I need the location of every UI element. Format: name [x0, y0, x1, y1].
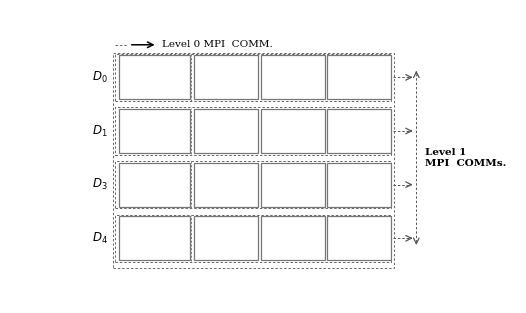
Bar	[195, 109, 258, 153]
Bar	[327, 163, 391, 207]
Bar	[119, 109, 190, 153]
Bar	[327, 55, 391, 100]
Bar	[195, 163, 258, 207]
Bar	[261, 216, 325, 260]
Bar	[261, 55, 325, 100]
Bar	[119, 163, 190, 207]
Bar	[119, 55, 190, 100]
Text: $P_{{2,3}}$: $P_{{2,3}}$	[350, 177, 369, 192]
Bar	[119, 216, 190, 260]
Text: $P_{{2,0}}$: $P_{{2,0}}$	[145, 177, 165, 192]
Text: $P_{{1,1}}$: $P_{{1,1}}$	[217, 123, 236, 139]
Text: $P_{{1,2}}$: $P_{{1,2}}$	[284, 123, 302, 139]
Text: $P_{{0,1}}$: $P_{{0,1}}$	[217, 70, 236, 85]
Text: $P_{{0,0}}$: $P_{{0,0}}$	[145, 70, 165, 85]
Text: $P_{{3,1}}$: $P_{{3,1}}$	[217, 231, 236, 246]
Bar	[261, 109, 325, 153]
Text: $P_{{2,2}}$: $P_{{2,2}}$	[284, 177, 302, 192]
Bar	[195, 216, 258, 260]
Bar	[115, 215, 391, 262]
Text: $\mathit{D}_4$: $\mathit{D}_4$	[92, 231, 108, 246]
Text: $P_{{1,0}}$: $P_{{1,0}}$	[145, 123, 165, 139]
Bar	[115, 107, 391, 155]
Bar	[113, 53, 394, 268]
Text: Level 1
MPI  COMMs.: Level 1 MPI COMMs.	[426, 148, 507, 167]
Text: $P_{{1,3}}$: $P_{{1,3}}$	[350, 123, 369, 139]
Bar	[261, 163, 325, 207]
Bar	[195, 55, 258, 100]
Text: $P_{{3,2}}$: $P_{{3,2}}$	[284, 231, 302, 246]
Text: $P_{{0,3}}$: $P_{{0,3}}$	[350, 70, 369, 85]
Text: $P_{{0,2}}$: $P_{{0,2}}$	[284, 70, 302, 85]
Text: $\mathit{D}_3$: $\mathit{D}_3$	[92, 177, 108, 192]
Bar	[327, 109, 391, 153]
Text: Level 0 MPI  COMM.: Level 0 MPI COMM.	[161, 40, 272, 49]
Bar	[327, 216, 391, 260]
Bar	[115, 54, 391, 101]
Text: $\mathit{D}_0$: $\mathit{D}_0$	[92, 70, 108, 85]
Text: $\mathit{D}_1$: $\mathit{D}_1$	[92, 123, 108, 139]
Bar	[115, 161, 391, 208]
Text: $P_{{3,3}}$: $P_{{3,3}}$	[350, 231, 369, 246]
Text: $P_{{3,0}}$: $P_{{3,0}}$	[145, 231, 165, 246]
Text: $P_{{2,1}}$: $P_{{2,1}}$	[217, 177, 236, 192]
